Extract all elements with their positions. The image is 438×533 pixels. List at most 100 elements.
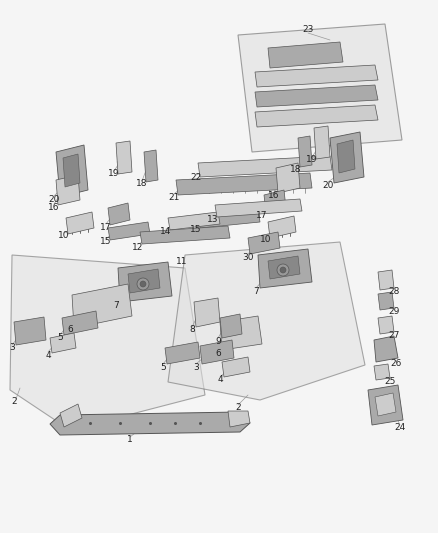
Text: 19: 19 bbox=[108, 169, 120, 179]
Polygon shape bbox=[14, 317, 46, 345]
Polygon shape bbox=[378, 270, 394, 290]
Polygon shape bbox=[50, 412, 250, 435]
Text: 29: 29 bbox=[389, 306, 400, 316]
Text: 16: 16 bbox=[268, 190, 280, 199]
Polygon shape bbox=[314, 126, 330, 159]
Circle shape bbox=[277, 264, 289, 276]
Text: 14: 14 bbox=[160, 228, 172, 237]
Text: 5: 5 bbox=[57, 334, 63, 343]
Polygon shape bbox=[66, 212, 94, 234]
Polygon shape bbox=[198, 209, 260, 228]
Polygon shape bbox=[298, 136, 312, 167]
Text: 28: 28 bbox=[389, 287, 400, 295]
Text: 8: 8 bbox=[189, 326, 195, 335]
Text: 16: 16 bbox=[48, 203, 60, 212]
Text: 20: 20 bbox=[48, 195, 60, 204]
Text: 21: 21 bbox=[168, 192, 180, 201]
Polygon shape bbox=[374, 336, 398, 362]
Polygon shape bbox=[108, 203, 130, 225]
Polygon shape bbox=[118, 262, 172, 302]
Polygon shape bbox=[255, 65, 378, 87]
Polygon shape bbox=[264, 190, 286, 213]
Circle shape bbox=[280, 267, 286, 273]
Text: 30: 30 bbox=[242, 253, 254, 262]
Text: 26: 26 bbox=[390, 359, 402, 368]
Text: 5: 5 bbox=[160, 362, 166, 372]
Text: 25: 25 bbox=[384, 376, 396, 385]
Text: 11: 11 bbox=[176, 257, 188, 266]
Polygon shape bbox=[108, 222, 150, 240]
Text: 10: 10 bbox=[260, 236, 272, 245]
Polygon shape bbox=[268, 216, 296, 238]
Polygon shape bbox=[255, 85, 378, 107]
Polygon shape bbox=[374, 364, 390, 380]
Polygon shape bbox=[56, 145, 88, 197]
Text: 3: 3 bbox=[9, 343, 15, 352]
Polygon shape bbox=[268, 42, 343, 68]
Polygon shape bbox=[220, 316, 262, 350]
Text: 6: 6 bbox=[67, 326, 73, 335]
Text: 7: 7 bbox=[253, 287, 259, 295]
Text: 24: 24 bbox=[394, 424, 406, 432]
Polygon shape bbox=[337, 140, 355, 173]
Polygon shape bbox=[276, 163, 300, 193]
Polygon shape bbox=[56, 175, 80, 205]
Text: 18: 18 bbox=[290, 165, 302, 174]
Text: 7: 7 bbox=[113, 301, 119, 310]
Text: 3: 3 bbox=[193, 362, 199, 372]
Polygon shape bbox=[140, 226, 230, 244]
Text: 18: 18 bbox=[136, 180, 148, 189]
Polygon shape bbox=[63, 154, 80, 187]
Text: 17: 17 bbox=[100, 222, 112, 231]
Text: 2: 2 bbox=[235, 403, 241, 413]
Polygon shape bbox=[222, 357, 250, 377]
Polygon shape bbox=[62, 311, 98, 335]
Polygon shape bbox=[128, 269, 160, 293]
Polygon shape bbox=[378, 316, 394, 334]
Polygon shape bbox=[144, 150, 158, 182]
Polygon shape bbox=[368, 385, 403, 425]
Polygon shape bbox=[375, 393, 396, 416]
Polygon shape bbox=[168, 242, 365, 400]
Text: 6: 6 bbox=[215, 349, 221, 358]
Text: 27: 27 bbox=[389, 330, 400, 340]
Text: 23: 23 bbox=[302, 26, 314, 35]
Polygon shape bbox=[258, 249, 312, 288]
Polygon shape bbox=[215, 199, 302, 217]
Polygon shape bbox=[10, 255, 205, 430]
Text: 15: 15 bbox=[190, 225, 202, 235]
Polygon shape bbox=[228, 411, 250, 427]
Circle shape bbox=[140, 281, 146, 287]
Polygon shape bbox=[330, 132, 364, 183]
Polygon shape bbox=[255, 105, 378, 127]
Text: 1: 1 bbox=[127, 435, 133, 445]
Polygon shape bbox=[60, 404, 82, 427]
Polygon shape bbox=[168, 212, 220, 230]
Text: 10: 10 bbox=[58, 231, 70, 240]
Text: 17: 17 bbox=[256, 211, 268, 220]
Text: 13: 13 bbox=[207, 215, 219, 224]
Polygon shape bbox=[194, 298, 220, 327]
Text: 22: 22 bbox=[191, 174, 201, 182]
Text: 4: 4 bbox=[217, 376, 223, 384]
Text: 4: 4 bbox=[45, 351, 51, 359]
Polygon shape bbox=[200, 340, 234, 364]
Text: 12: 12 bbox=[132, 243, 144, 252]
Polygon shape bbox=[238, 24, 402, 152]
Polygon shape bbox=[116, 141, 132, 174]
Circle shape bbox=[137, 278, 149, 290]
Polygon shape bbox=[165, 342, 200, 364]
Text: 2: 2 bbox=[11, 398, 17, 407]
Polygon shape bbox=[248, 232, 280, 254]
Polygon shape bbox=[378, 292, 394, 310]
Polygon shape bbox=[50, 333, 76, 353]
Polygon shape bbox=[72, 284, 132, 328]
Text: 19: 19 bbox=[306, 156, 318, 165]
Polygon shape bbox=[176, 173, 312, 195]
Text: 9: 9 bbox=[215, 336, 221, 345]
Text: 15: 15 bbox=[100, 238, 112, 246]
Polygon shape bbox=[198, 156, 332, 177]
Text: 20: 20 bbox=[322, 181, 334, 190]
Polygon shape bbox=[268, 256, 300, 279]
Polygon shape bbox=[220, 314, 242, 338]
